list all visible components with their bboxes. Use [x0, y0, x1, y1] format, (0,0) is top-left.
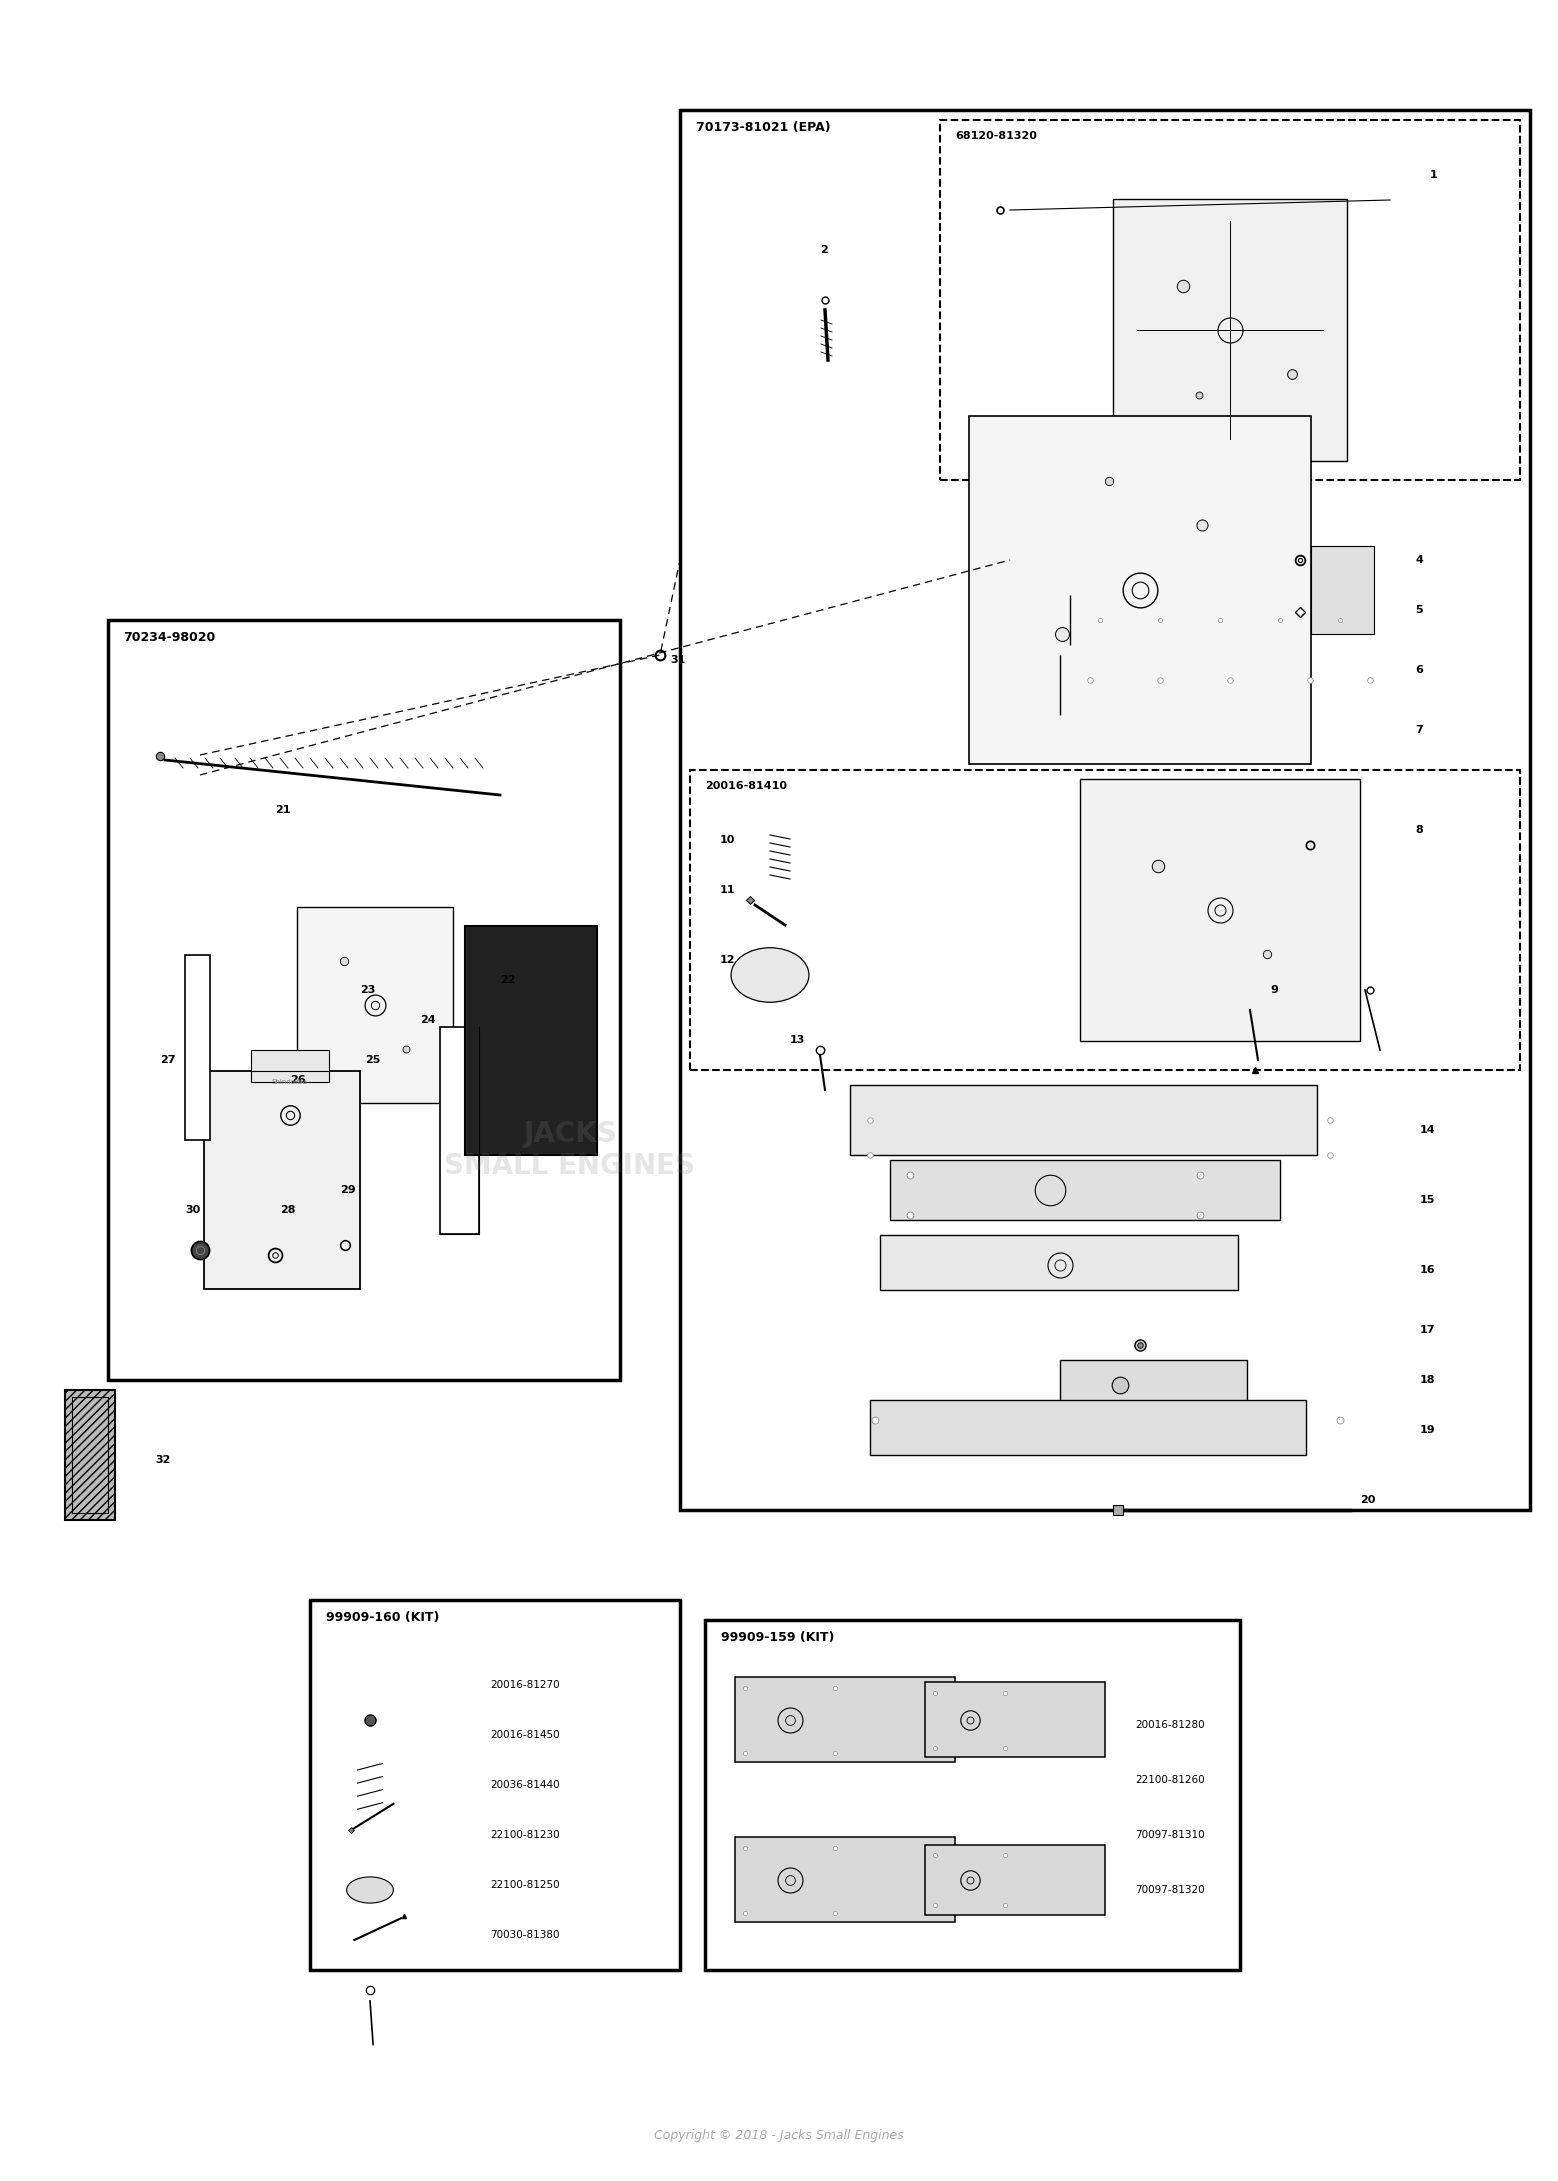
Text: 70030-81380: 70030-81380: [491, 1930, 559, 1941]
Bar: [735, 1836, 955, 1921]
Text: 20016-81410: 20016-81410: [706, 781, 788, 792]
Text: 17: 17: [1419, 1326, 1435, 1335]
Text: 27: 27: [160, 1056, 176, 1064]
Text: 70234-98020: 70234-98020: [123, 630, 217, 643]
Bar: [65, 1389, 115, 1520]
Text: 11: 11: [720, 885, 735, 894]
Bar: [464, 927, 597, 1156]
Text: 7: 7: [1415, 724, 1422, 735]
Text: 8: 8: [1415, 824, 1422, 835]
Bar: [706, 1620, 1240, 1969]
Text: 30: 30: [185, 1204, 201, 1215]
Bar: [880, 1234, 1239, 1289]
Text: JACKS
SMALL ENGINES: JACKS SMALL ENGINES: [444, 1119, 695, 1180]
Text: 1: 1: [1430, 170, 1438, 181]
Bar: [1080, 779, 1360, 1040]
Text: 19: 19: [1419, 1424, 1435, 1435]
Text: 4: 4: [1415, 554, 1422, 565]
Text: 24: 24: [421, 1014, 436, 1025]
Text: 15: 15: [1419, 1195, 1435, 1204]
Text: 25: 25: [365, 1056, 380, 1064]
Bar: [251, 1049, 329, 1082]
Text: 6: 6: [1415, 665, 1422, 674]
Text: 68120-81320: 68120-81320: [955, 131, 1038, 142]
Text: 21: 21: [276, 805, 290, 816]
Text: 22100-81260: 22100-81260: [1134, 1775, 1204, 1784]
Ellipse shape: [731, 949, 809, 1003]
Text: 20016-81450: 20016-81450: [491, 1730, 559, 1740]
Bar: [108, 619, 620, 1381]
Text: 9: 9: [1270, 986, 1278, 995]
Text: 22100-81230: 22100-81230: [491, 1830, 559, 1841]
Circle shape: [466, 931, 544, 1040]
Text: 10: 10: [720, 835, 735, 844]
Text: 18: 18: [1419, 1374, 1435, 1385]
Bar: [439, 1027, 478, 1234]
Bar: [185, 955, 210, 1141]
Circle shape: [486, 960, 523, 1012]
Text: 99909-159 (KIT): 99909-159 (KIT): [721, 1631, 834, 1644]
Bar: [890, 1160, 1279, 1219]
Text: 28: 28: [280, 1204, 296, 1215]
Text: 70097-81310: 70097-81310: [1134, 1830, 1204, 1841]
Bar: [925, 1845, 1105, 1915]
Text: 22: 22: [500, 975, 516, 986]
Bar: [925, 1682, 1105, 1758]
Text: 31: 31: [670, 654, 686, 665]
Text: 29: 29: [340, 1184, 355, 1195]
Bar: [851, 1084, 1318, 1156]
Text: Shindaiwa: Shindaiwa: [273, 1080, 308, 1086]
Bar: [869, 1400, 1306, 1455]
Text: 13: 13: [790, 1036, 805, 1045]
Bar: [969, 417, 1312, 766]
Text: 26: 26: [290, 1075, 305, 1084]
Text: 22100-81250: 22100-81250: [491, 1880, 559, 1891]
Text: 99909-160 (KIT): 99909-160 (KIT): [326, 1612, 439, 1625]
Bar: [298, 907, 453, 1104]
Text: 14: 14: [1419, 1125, 1435, 1134]
Bar: [690, 770, 1521, 1071]
Text: 5: 5: [1415, 604, 1422, 615]
Text: 16: 16: [1419, 1265, 1435, 1276]
Text: 12: 12: [720, 955, 735, 964]
Text: 20036-81440: 20036-81440: [491, 1780, 559, 1791]
Text: 20016-81280: 20016-81280: [1134, 1721, 1204, 1730]
Text: 70173-81021 (EPA): 70173-81021 (EPA): [695, 120, 830, 133]
Ellipse shape: [346, 1878, 393, 1904]
Bar: [1312, 547, 1374, 635]
Text: 20016-81270: 20016-81270: [491, 1679, 559, 1690]
Text: 70097-81320: 70097-81320: [1134, 1884, 1204, 1895]
Text: 23: 23: [360, 986, 375, 995]
Bar: [939, 120, 1521, 480]
Bar: [679, 109, 1530, 1509]
Bar: [72, 1398, 108, 1514]
Bar: [1059, 1361, 1246, 1409]
Bar: [204, 1071, 360, 1289]
Bar: [735, 1677, 955, 1762]
Text: Copyright © 2018 - Jacks Small Engines: Copyright © 2018 - Jacks Small Engines: [654, 2129, 904, 2142]
Text: 2: 2: [820, 244, 827, 255]
Bar: [1112, 198, 1346, 460]
Text: 20: 20: [1360, 1494, 1376, 1505]
Text: 32: 32: [154, 1455, 170, 1466]
Bar: [310, 1601, 679, 1969]
